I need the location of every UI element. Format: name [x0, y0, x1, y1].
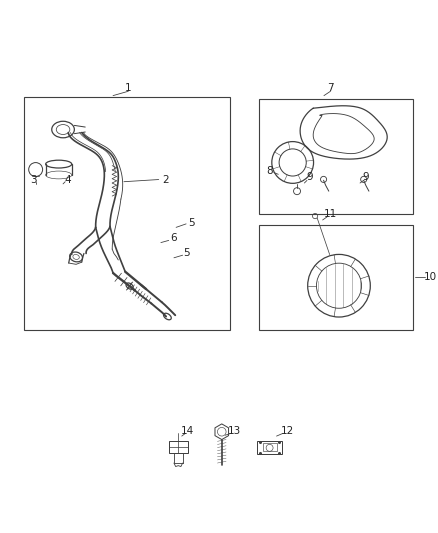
Bar: [169, 441, 188, 454]
Text: 10: 10: [424, 272, 437, 282]
Text: 5: 5: [188, 218, 194, 228]
Text: 6: 6: [171, 233, 177, 243]
Text: 9: 9: [362, 172, 368, 182]
Text: 12: 12: [280, 426, 293, 436]
Text: 14: 14: [181, 426, 194, 436]
Bar: [24, 97, 230, 329]
Text: 11: 11: [324, 209, 337, 219]
Text: 5: 5: [184, 248, 190, 259]
Bar: [258, 441, 282, 454]
Text: 8: 8: [266, 166, 273, 176]
Bar: [259, 99, 413, 214]
Text: 4: 4: [64, 174, 71, 184]
Bar: [263, 443, 276, 451]
Text: 9: 9: [306, 172, 313, 182]
Text: 1: 1: [125, 83, 131, 93]
Text: 7: 7: [327, 83, 334, 93]
Text: 13: 13: [228, 426, 241, 436]
Text: 2: 2: [162, 174, 169, 184]
Text: 3: 3: [30, 174, 36, 184]
Bar: [259, 225, 413, 329]
